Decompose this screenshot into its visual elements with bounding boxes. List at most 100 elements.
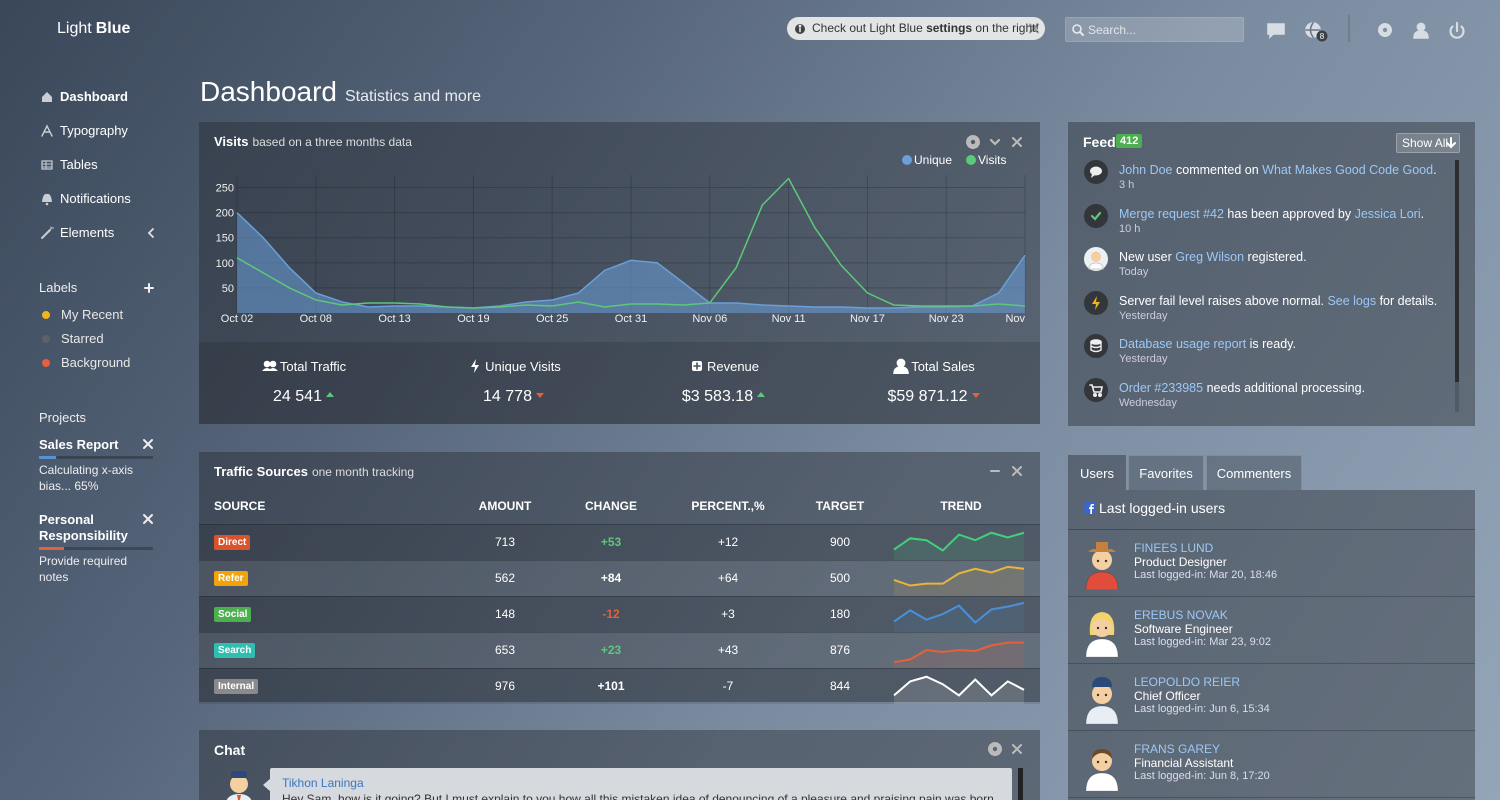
panel-controls[interactable]	[985, 739, 1029, 759]
user-last-login: Last logged-in: Mar 20, 18:46	[1134, 569, 1278, 581]
fb-f	[1089, 504, 1094, 514]
feed-time: 10 h	[1119, 222, 1141, 235]
icon	[41, 160, 53, 170]
stat-label: Total Traffic	[279, 359, 347, 374]
chat-panel: Chat Tikhon Laninga Hey Sam, how is it goi…	[199, 730, 1040, 800]
cell-amount: 653	[494, 643, 516, 657]
tab[interactable]: Users	[1068, 455, 1126, 490]
page-heading: Dashboard Statistics and more	[200, 76, 481, 108]
brand-light: Light	[57, 20, 92, 37]
icon	[325, 392, 334, 397]
project-close[interactable]	[141, 512, 155, 526]
label-item[interactable]: My Recent	[39, 306, 149, 324]
user-last-login: Last logged-in: Mar 23, 9:02	[1134, 636, 1271, 648]
user-avatar	[1085, 542, 1119, 590]
feed-part: needs additional processing.	[1203, 381, 1366, 395]
progress-fill	[39, 456, 57, 459]
icon-part	[1089, 384, 1103, 393]
tab[interactable]: Favorites	[1128, 455, 1204, 490]
feed-panel: Feed 412 Show All John Doe commented on Wha…	[1068, 122, 1475, 426]
y-tick-label: 50	[222, 283, 234, 295]
nav-item[interactable]: Notifications	[40, 190, 158, 208]
panel-header: Visits based on a three months data	[214, 134, 412, 149]
nav-item[interactable]: Tables	[40, 156, 158, 174]
feed-link[interactable]: Merge request #42	[1119, 206, 1224, 221]
sparkline-fill	[894, 566, 1024, 596]
column-header: TARGET	[815, 499, 865, 513]
nav-item[interactable]: Typography	[40, 122, 158, 140]
cell-change: +53	[600, 535, 622, 549]
column-header: CHANGE	[584, 499, 637, 513]
icon	[1012, 466, 1022, 476]
feed-link[interactable]: What Makes Good Code Good	[1262, 163, 1434, 177]
feed-text: John Doe commented on What Makes Good Co…	[1119, 163, 1449, 177]
face	[1092, 684, 1112, 704]
brand[interactable]: Light Blue	[57, 20, 130, 38]
feed-link[interactable]: Database usage report	[1119, 337, 1247, 352]
feed-link[interactable]: Jessica Lori	[1354, 206, 1421, 221]
stat-value-row: $59 871.12	[829, 388, 1039, 406]
stat: Total Traffic 24 541	[199, 342, 409, 424]
label-item[interactable]: Background	[39, 354, 149, 372]
labels-add[interactable]	[141, 280, 157, 296]
progress	[39, 547, 65, 550]
icon-part	[896, 358, 906, 368]
panel-title: Feed	[1083, 134, 1116, 150]
user-name[interactable]: FRANS GAREY	[1134, 742, 1221, 756]
feed-icon	[1084, 160, 1108, 184]
user-last-login: Last logged-in: Jun 8, 17:20	[1134, 770, 1270, 782]
y-tick-label: 200	[216, 208, 234, 220]
project-close[interactable]	[141, 437, 155, 451]
nav-item[interactable]: Elements	[40, 224, 158, 242]
cell-change: +101	[597, 679, 625, 693]
body	[1085, 705, 1119, 724]
user-row[interactable]: FINEES LUND Product Designer Last logged-i…	[1068, 530, 1475, 597]
x-tick-label: Nov 11	[772, 313, 806, 325]
user-row[interactable]: FRANS GAREY Financial Assistant Last logge…	[1068, 731, 1475, 798]
face	[1091, 252, 1101, 263]
eye	[1104, 559, 1108, 563]
icon	[261, 360, 278, 371]
notice-pill: Check out Light Blue settings on the rig…	[787, 17, 1045, 40]
feed-link[interactable]: Order #233985	[1119, 381, 1204, 395]
feed-link[interactable]: See logs	[1327, 293, 1377, 308]
user-name[interactable]: LEOPOLDO REIER	[1134, 675, 1241, 689]
nav-label: Elements	[60, 225, 115, 240]
tab[interactable]: Commenters	[1206, 455, 1302, 490]
show-all-button[interactable]: Show All	[1396, 133, 1460, 153]
icon-part	[1091, 174, 1095, 178]
panel-controls[interactable]	[959, 132, 1029, 152]
user-row[interactable]: EREBUS NOVAK Software Engineer Last logged…	[1068, 597, 1475, 664]
cell-amount: 713	[494, 535, 516, 549]
nav-item[interactable]: Dashboard	[40, 88, 158, 106]
feed-part: New user	[1119, 250, 1176, 265]
icon	[42, 92, 52, 102]
icon	[1029, 23, 1039, 34]
project-name[interactable]: Personal Responsibility	[39, 512, 128, 543]
chat-author[interactable]: Tikhon Laninga	[282, 776, 364, 790]
feed-time: Wednesday	[1119, 397, 1177, 409]
search-placeholder: Search...	[1088, 23, 1137, 37]
icon	[41, 124, 53, 137]
hair	[1091, 252, 1101, 257]
project-name[interactable]: Sales Report	[39, 437, 119, 452]
user-name[interactable]: EREBUS NOVAK	[1134, 608, 1228, 622]
x-tick-label: Nov 23	[929, 313, 964, 325]
nav-icon	[42, 193, 52, 206]
feed-link[interactable]: John Doe	[1119, 163, 1173, 177]
stat-label-row: Total Sales	[829, 358, 1039, 374]
user-row[interactable]: LEOPOLDO REIER Chief Officer Last logged-i…	[1068, 664, 1475, 731]
icon-part	[1090, 166, 1102, 176]
label-item[interactable]: Starred	[39, 330, 149, 348]
user-name[interactable]: FINEES LUND	[1134, 541, 1214, 555]
icon	[757, 392, 766, 397]
search-box[interactable]: Search...	[1065, 17, 1244, 42]
feed-link[interactable]: Greg Wilson	[1175, 250, 1245, 265]
page-title: Dashboard	[200, 76, 337, 107]
icon	[1090, 211, 1102, 221]
face	[1092, 550, 1112, 570]
label-name: My Recent	[61, 307, 124, 322]
panel-controls[interactable]	[985, 461, 1029, 481]
icon-part	[1090, 339, 1102, 346]
stat-trend	[757, 392, 766, 397]
